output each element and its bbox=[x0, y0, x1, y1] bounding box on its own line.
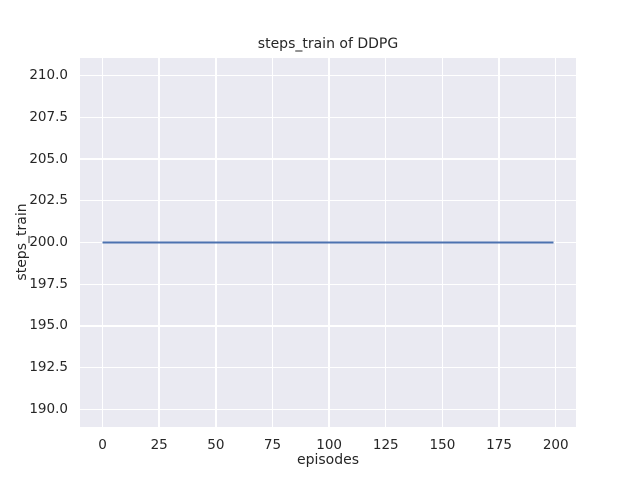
y-gridline bbox=[80, 408, 576, 411]
y-gridline bbox=[80, 200, 576, 202]
y-tick-label: 195.0 bbox=[29, 317, 68, 334]
x-tick-label: 50 bbox=[207, 437, 225, 453]
y-gridline bbox=[80, 116, 576, 118]
y-tick-label: 205.0 bbox=[29, 150, 68, 167]
y-tick-label: 192.5 bbox=[29, 359, 68, 376]
x-tick-label: 25 bbox=[150, 437, 168, 453]
y-gridline bbox=[80, 325, 576, 327]
y-tick-label: 210.0 bbox=[29, 67, 68, 84]
chart-title: steps_train of DDPG bbox=[257, 36, 399, 52]
y-gridline bbox=[80, 283, 576, 285]
plot-area bbox=[80, 58, 576, 427]
x-tick-label: 200 bbox=[542, 437, 569, 453]
y-gridline bbox=[80, 74, 576, 77]
y-tick-label: 197.5 bbox=[29, 275, 68, 292]
x-tick-label: 0 bbox=[98, 437, 107, 453]
y-gridline bbox=[80, 367, 576, 369]
x-axis-label: episodes bbox=[296, 452, 360, 468]
y-tick-label: 202.5 bbox=[29, 192, 68, 209]
y-tick-label: 190.0 bbox=[29, 400, 68, 417]
y-tick-label: 207.5 bbox=[29, 108, 68, 125]
x-tick-label: 175 bbox=[486, 437, 512, 453]
x-tick-label: 150 bbox=[429, 437, 456, 453]
series-plot bbox=[102, 241, 554, 244]
y-gridline bbox=[80, 158, 576, 160]
x-tick-label: 100 bbox=[316, 437, 343, 453]
x-tick-label: 125 bbox=[372, 437, 399, 453]
y-tick-label: 200.0 bbox=[29, 234, 68, 250]
x-tick-label: 75 bbox=[263, 437, 282, 453]
